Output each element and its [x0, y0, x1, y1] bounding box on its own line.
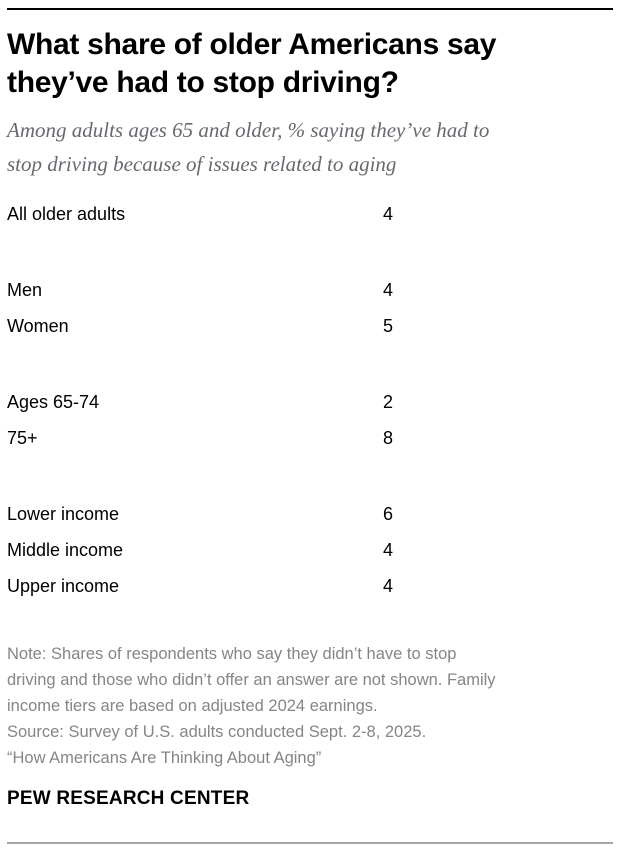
row-group: Ages 65-74 2 75+ 8 [7, 384, 607, 456]
row-value: 4 [383, 204, 394, 224]
row-label: Women [7, 316, 69, 336]
page-title: What share of older Americans say they’v… [7, 28, 497, 99]
report-title-text: “How Americans Are Thinking About Aging” [7, 749, 322, 767]
table-row: 75+ 8 [7, 420, 607, 456]
table-row: Lower income 6 [7, 496, 607, 532]
row-group: All older adults 4 [7, 196, 607, 232]
row-value: 4 [383, 576, 394, 596]
top-rule [7, 8, 613, 10]
row-value: 4 [383, 280, 394, 300]
row-label: Ages 65-74 [7, 392, 100, 412]
row-label: Middle income [7, 540, 124, 560]
row-value: 8 [383, 428, 394, 448]
chart-subtitle: Among adults ages 65 and older, % saying… [7, 118, 490, 176]
row-label: All older adults [7, 204, 126, 224]
row-value: 5 [383, 316, 394, 336]
row-label: 75+ [7, 428, 38, 448]
table-row: Upper income 4 [7, 568, 607, 604]
row-value: 4 [383, 540, 394, 560]
pew-research-center-wordmark: PEW RESEARCH CENTER [7, 788, 250, 809]
row-group: Lower income 6 Middle income 4 Upper inc… [7, 496, 607, 604]
row-label: Lower income [7, 504, 120, 524]
row-label: Upper income [7, 576, 120, 596]
row-value: 2 [383, 392, 394, 412]
footnote-block: Note: Shares of respondents who say they… [7, 641, 613, 771]
row-label: Men [7, 280, 43, 300]
table-row: Women 5 [7, 308, 607, 344]
table-row: Men 4 [7, 272, 607, 308]
table-row: Ages 65-74 2 [7, 384, 607, 420]
bottom-rule [7, 842, 613, 844]
data-table: All older adults 4 Men 4 Women 5 Ages 65… [7, 196, 607, 604]
source-text: Source: Survey of U.S. adults conducted … [7, 723, 427, 741]
table-row: Middle income 4 [7, 532, 607, 568]
table-row: All older adults 4 [7, 196, 607, 232]
row-value: 6 [383, 504, 394, 524]
note-text: Note: Shares of respondents who say they… [7, 645, 496, 715]
row-group: Men 4 Women 5 [7, 272, 607, 344]
